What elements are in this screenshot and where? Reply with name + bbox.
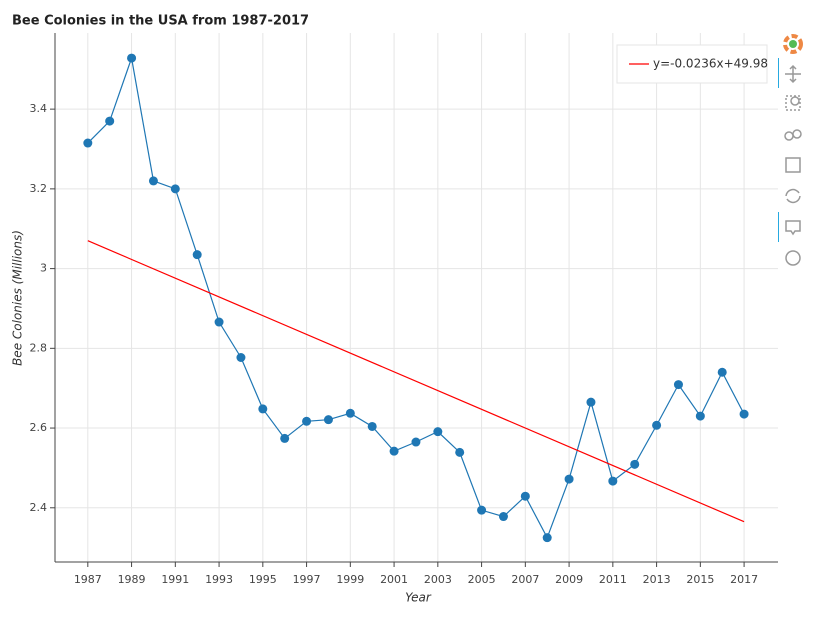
data-point	[498, 512, 508, 522]
reset-tool[interactable]	[785, 188, 801, 204]
data-point	[717, 367, 727, 377]
y-tick-label: 2.4	[30, 501, 48, 514]
x-tick-label: 1991	[161, 573, 189, 586]
save-tool[interactable]	[785, 157, 801, 173]
x-tick-label: 1995	[249, 573, 277, 586]
data-point	[127, 53, 137, 63]
x-tick-label: 1997	[293, 573, 321, 586]
x-tick-label: 2017	[730, 573, 758, 586]
data-point	[673, 380, 683, 390]
toolbar	[777, 34, 803, 266]
x-tick-label: 1999	[336, 573, 364, 586]
data-point	[323, 415, 333, 425]
data-point	[83, 138, 93, 148]
data-point	[236, 352, 246, 362]
x-tick-label: 2011	[599, 573, 627, 586]
data-point	[477, 505, 487, 515]
data-point	[192, 250, 202, 260]
data-point	[411, 437, 421, 447]
series-line	[87, 240, 745, 523]
plot-area	[55, 33, 778, 562]
box-zoom-tool[interactable]	[785, 95, 801, 111]
data-point	[214, 317, 224, 327]
data-point	[148, 176, 158, 186]
y-tick-label: 3.2	[30, 182, 48, 195]
data-point	[608, 476, 618, 486]
data-point	[739, 409, 749, 419]
wheel-zoom-tool[interactable]	[784, 129, 802, 141]
data-point	[455, 447, 465, 457]
data-point	[105, 116, 115, 126]
y-axis-label: Bee Colonies (Millions)	[11, 230, 25, 366]
data-point	[695, 411, 705, 421]
data-point	[630, 459, 640, 469]
data-point	[302, 416, 312, 426]
data-point	[345, 408, 355, 418]
x-tick-label: 2005	[468, 573, 496, 586]
data-point	[520, 491, 530, 501]
x-tick-label: 2015	[686, 573, 714, 586]
data-point	[258, 404, 268, 414]
data-point	[433, 427, 443, 437]
y-tick-label: 2.6	[30, 421, 48, 434]
data-point	[170, 184, 180, 194]
data-point	[389, 446, 399, 456]
x-tick-label: 2001	[380, 573, 408, 586]
x-tick-label: 2009	[555, 573, 583, 586]
x-tick-label: 2013	[643, 573, 671, 586]
x-axis-label: Year	[405, 591, 432, 605]
data-point	[652, 420, 662, 430]
legend-label: y=-0.0236x+49.98	[653, 57, 768, 71]
y-tick-label: 3.4	[30, 102, 48, 115]
bokeh-logo[interactable]	[783, 34, 803, 54]
legend: y=-0.0236x+49.98	[616, 44, 768, 84]
chart-title: Bee Colonies in the USA from 1987-2017	[12, 14, 309, 29]
x-tick-label: 2007	[511, 573, 539, 586]
x-tick-label: 1993	[205, 573, 233, 586]
data-point	[586, 397, 596, 407]
x-tick-label: 2003	[424, 573, 452, 586]
data-point	[280, 433, 290, 443]
y-tick-label: 2.8	[30, 341, 48, 354]
x-tick-label: 1987	[74, 573, 102, 586]
data-point	[542, 533, 552, 543]
x-tick-label: 1989	[118, 573, 146, 586]
hover-tool[interactable]	[785, 220, 801, 236]
help-tool[interactable]	[785, 250, 801, 266]
y-tick-label: 3	[40, 262, 47, 275]
data-point	[564, 474, 574, 484]
pan-tool[interactable]	[785, 64, 801, 84]
data-point	[367, 421, 377, 431]
